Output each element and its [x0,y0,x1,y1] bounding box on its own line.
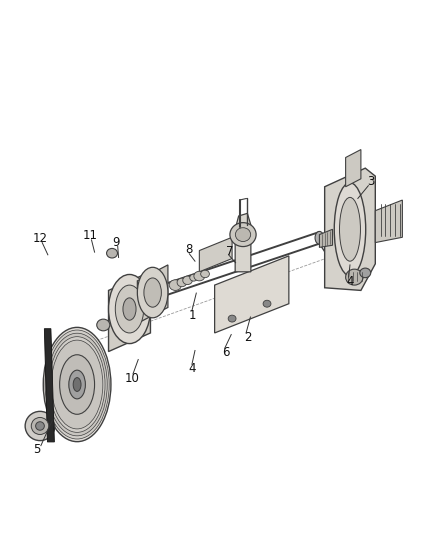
Text: 4: 4 [346,275,354,288]
Ellipse shape [183,276,192,285]
Ellipse shape [228,315,236,322]
Text: 9: 9 [113,236,120,249]
Text: 12: 12 [32,232,47,245]
Ellipse shape [35,422,44,430]
Text: 1: 1 [188,309,196,322]
Text: 10: 10 [124,372,139,385]
Polygon shape [375,200,403,243]
Ellipse shape [109,274,150,344]
Text: 5: 5 [33,443,40,456]
Polygon shape [44,329,54,442]
Text: 6: 6 [222,346,230,359]
Ellipse shape [115,285,144,333]
Ellipse shape [235,228,251,241]
Ellipse shape [201,270,209,278]
Ellipse shape [25,411,55,441]
Polygon shape [346,150,361,187]
Polygon shape [319,229,332,247]
Ellipse shape [51,340,103,429]
Ellipse shape [97,319,110,331]
Ellipse shape [263,300,271,307]
Polygon shape [325,168,375,290]
Polygon shape [235,213,251,272]
Ellipse shape [339,197,360,261]
Ellipse shape [315,231,324,244]
Ellipse shape [106,248,117,258]
Ellipse shape [60,355,95,414]
Ellipse shape [230,223,256,247]
Ellipse shape [123,298,136,320]
Text: 8: 8 [186,243,193,256]
Ellipse shape [360,268,371,278]
Text: 3: 3 [367,175,374,188]
Ellipse shape [73,377,81,391]
Ellipse shape [177,278,187,287]
Ellipse shape [194,271,205,281]
Ellipse shape [49,337,105,432]
Ellipse shape [144,278,161,307]
Text: 2: 2 [244,330,251,344]
Ellipse shape [69,370,85,399]
Ellipse shape [138,267,168,318]
Ellipse shape [45,330,109,439]
Ellipse shape [190,274,198,281]
Ellipse shape [47,333,107,436]
Polygon shape [138,265,168,324]
Polygon shape [215,256,289,333]
Text: 11: 11 [83,229,98,242]
Ellipse shape [31,417,49,434]
Polygon shape [109,272,150,352]
Ellipse shape [346,269,363,285]
Ellipse shape [169,280,181,290]
Ellipse shape [43,327,111,442]
Text: 7: 7 [226,245,233,258]
Text: 4: 4 [188,362,196,375]
Ellipse shape [334,183,366,276]
Polygon shape [199,237,232,272]
